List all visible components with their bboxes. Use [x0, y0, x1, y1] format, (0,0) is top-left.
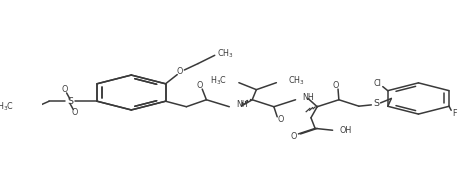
Text: O: O: [278, 115, 284, 125]
Text: O: O: [72, 108, 78, 117]
Text: S: S: [67, 97, 73, 106]
Text: OH: OH: [339, 126, 352, 135]
Text: H$_3$C: H$_3$C: [210, 75, 227, 88]
Text: H$_3$C: H$_3$C: [0, 101, 14, 113]
Text: NH: NH: [236, 100, 248, 109]
Text: O: O: [332, 81, 339, 90]
Text: O: O: [291, 132, 297, 141]
Text: Cl: Cl: [374, 79, 381, 88]
Text: O: O: [62, 85, 68, 94]
Text: F: F: [452, 109, 456, 118]
Text: CH$_3$: CH$_3$: [288, 75, 305, 88]
Text: CH$_3$: CH$_3$: [217, 47, 234, 60]
Text: O: O: [196, 81, 202, 90]
Text: O: O: [177, 67, 183, 76]
Text: S: S: [374, 99, 380, 108]
Text: NH: NH: [302, 93, 313, 102]
